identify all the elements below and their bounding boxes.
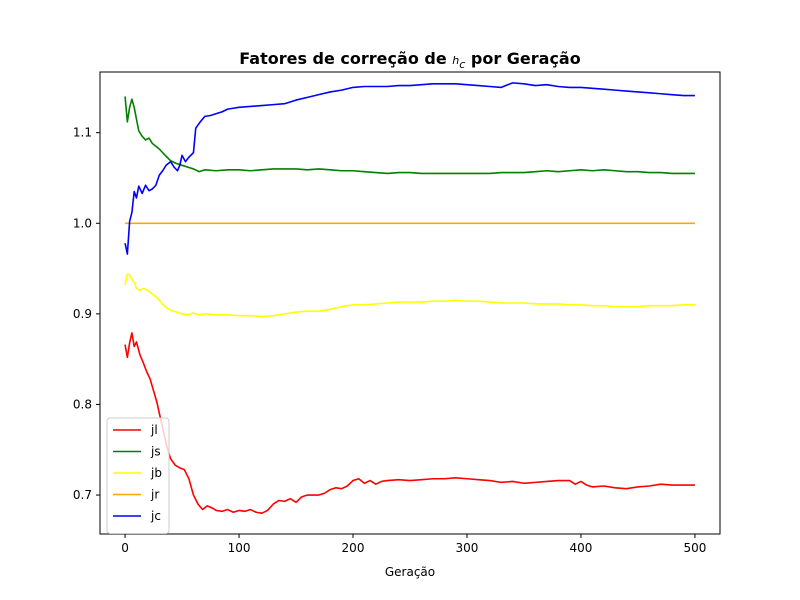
legend-box xyxy=(106,417,170,534)
y-tick-label: 0.9 xyxy=(73,307,92,321)
series-line-jc xyxy=(124,82,695,255)
plot-frame xyxy=(99,71,721,535)
y-tick-label: 0.7 xyxy=(73,488,92,502)
x-tick-label: 100 xyxy=(228,541,251,555)
y-axis: 0.7 0.8 0.9 1.0 1.1 xyxy=(73,126,100,502)
y-tick-label: 1.0 xyxy=(73,216,92,230)
x-tick-label: 0 xyxy=(121,541,129,555)
x-axis: 0 100 200 300 400 500 xyxy=(121,534,706,555)
legend-label-jc: jc xyxy=(150,509,161,523)
x-axis-label: Geração xyxy=(385,565,435,579)
legend-label-jl: jl xyxy=(150,423,158,437)
y-tick-label: 0.8 xyxy=(73,397,92,411)
x-tick-label: 400 xyxy=(570,541,593,555)
legend-label-jr: jr xyxy=(150,488,159,502)
legend-label-jb: jb xyxy=(150,466,162,480)
legend-label-js: js xyxy=(150,445,161,459)
x-tick-label: 200 xyxy=(342,541,365,555)
x-tick-label: 500 xyxy=(683,541,706,555)
x-tick-label: 300 xyxy=(456,541,479,555)
y-tick-label: 1.1 xyxy=(73,126,92,140)
legend: jl js jb jr jc xyxy=(106,417,170,534)
series-line-jb xyxy=(124,273,695,318)
chart-title: Fatores de correção de hc por Geração xyxy=(239,49,580,71)
series-line-js xyxy=(124,96,695,175)
